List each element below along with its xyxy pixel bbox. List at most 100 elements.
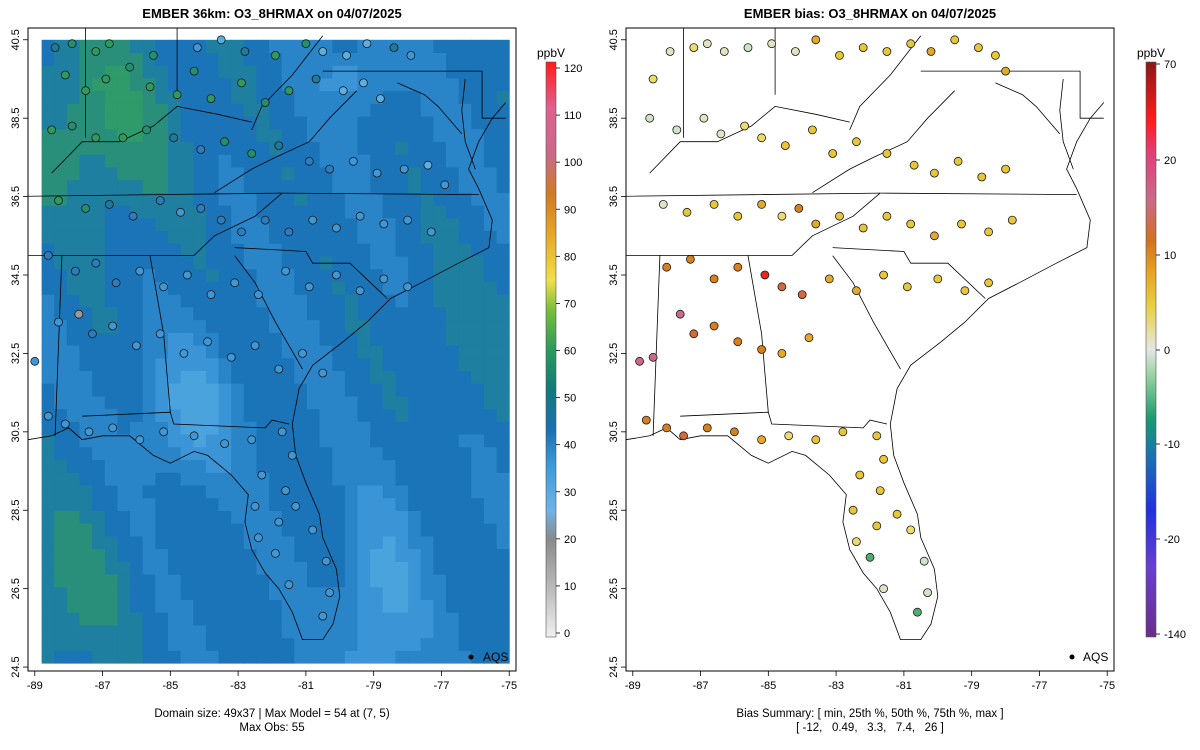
grid-cell <box>344 612 358 626</box>
grid-cell <box>243 650 257 664</box>
grid-cell <box>130 472 144 486</box>
grid-cell <box>168 167 182 181</box>
grid-cell <box>344 179 358 193</box>
grid-cell <box>218 574 232 588</box>
grid-cell <box>319 625 333 639</box>
y-tick-label: 26.5 <box>608 578 620 599</box>
obs-point <box>54 317 63 327</box>
grid-cell <box>193 167 207 181</box>
grid-cell <box>382 256 396 270</box>
grid-cell <box>269 599 283 613</box>
grid-cell <box>319 205 333 219</box>
grid-cell <box>155 408 169 422</box>
grid-cell <box>193 612 207 626</box>
grid-cell <box>256 434 270 448</box>
grid-cell <box>256 548 270 562</box>
grid-cell <box>357 179 371 193</box>
obs-point <box>172 90 182 100</box>
grid-cell <box>218 383 232 397</box>
grid-cell <box>66 243 80 257</box>
grid-cell <box>142 586 156 600</box>
grid-cell <box>395 485 409 499</box>
grid-cell <box>307 332 321 346</box>
grid-cell <box>41 535 55 550</box>
grid-cell <box>307 446 321 461</box>
grid-cell <box>41 154 55 168</box>
grid-cell <box>66 497 80 511</box>
grid-cell <box>370 548 384 562</box>
grid-cell <box>471 497 485 511</box>
grid-cell <box>41 230 55 244</box>
grid-cell <box>180 39 194 53</box>
grid-cell <box>79 535 93 550</box>
grid-cell <box>496 332 510 346</box>
grid-cell <box>205 217 219 232</box>
grid-cell <box>269 205 283 219</box>
grid-cell <box>155 268 169 282</box>
grid-cell <box>41 268 55 282</box>
right-legend-dot <box>1069 654 1075 660</box>
grid-cell <box>496 179 510 193</box>
grid-cell <box>307 103 321 117</box>
grid-cell <box>370 523 384 537</box>
grid-cell <box>218 650 232 664</box>
grid-cell <box>205 306 219 321</box>
grid-cell <box>281 154 295 168</box>
grid-cell <box>256 383 270 397</box>
grid-cell <box>395 103 409 117</box>
grid-cell <box>218 205 232 219</box>
grid-cell <box>395 637 409 651</box>
x-tick-label: -83 <box>828 680 844 692</box>
grid-cell <box>294 167 308 181</box>
grid-cell <box>408 192 422 206</box>
bias-point <box>682 207 692 217</box>
grid-cell <box>104 306 118 321</box>
grid-cell <box>370 192 384 206</box>
grid-cell <box>168 306 182 321</box>
grid-cell <box>382 561 396 575</box>
grid-cell <box>269 319 283 333</box>
obs-point <box>128 211 138 221</box>
grid-cell <box>256 39 270 53</box>
grid-cell <box>446 90 460 104</box>
grid-cell <box>332 586 346 600</box>
x-tick-label: -77 <box>1031 680 1047 692</box>
grid-cell <box>155 52 169 66</box>
grid-cell <box>180 52 194 66</box>
grid-cell <box>332 116 346 130</box>
grid-cell <box>382 281 396 295</box>
grid-cell <box>41 52 55 66</box>
grid-cell <box>483 217 497 232</box>
grid-cell <box>408 116 422 130</box>
grid-cell <box>256 370 270 384</box>
grid-cell <box>483 434 497 448</box>
grid-cell <box>130 497 144 511</box>
grid-cell <box>54 256 68 270</box>
grid-cell <box>243 510 257 524</box>
bias-point <box>926 47 936 56</box>
colorbar-tick-label: 100 <box>564 157 582 169</box>
grid-cell <box>496 434 510 448</box>
grid-cell <box>382 116 396 130</box>
grid-cell <box>142 141 156 155</box>
grid-cell <box>370 637 384 651</box>
bias-point <box>780 141 790 151</box>
grid-cell <box>155 548 169 562</box>
grid-cell <box>433 230 447 244</box>
grid-cell <box>243 637 257 651</box>
grid-cell <box>458 421 472 435</box>
grid-cell <box>458 90 472 104</box>
grid-cell <box>205 535 219 550</box>
obs-point <box>304 282 314 292</box>
grid-cell <box>458 523 472 537</box>
grid-cell <box>243 52 257 66</box>
grid-cell <box>344 90 358 104</box>
grid-cell <box>168 523 182 537</box>
grid-cell <box>193 497 207 511</box>
grid-cell <box>155 586 169 600</box>
grid-cell <box>357 52 371 66</box>
bias-point <box>909 160 919 170</box>
grid-cell <box>471 306 485 321</box>
grid-cell <box>483 446 497 461</box>
grid-cell <box>294 256 308 270</box>
